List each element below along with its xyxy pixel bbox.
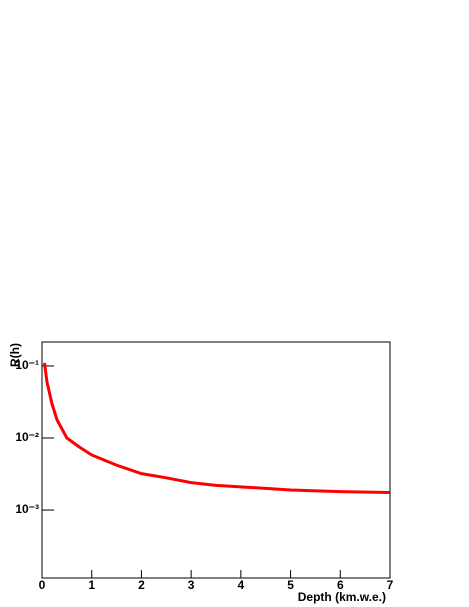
x-tick-label: 2 (138, 578, 145, 592)
x-tick-label: 3 (188, 578, 195, 592)
y-tick-label: 10⁻¹ (15, 358, 39, 372)
x-tick-label: 6 (337, 578, 344, 592)
y-tick-label: 10⁻³ (15, 502, 39, 516)
x-tick-label: 4 (238, 578, 245, 592)
x-axis-label: Depth (km.w.e.) (298, 590, 386, 604)
x-tick-label: 7 (387, 578, 394, 592)
x-tick-label: 5 (287, 578, 294, 592)
y-tick-label: 10⁻² (15, 430, 39, 444)
data-line (42, 362, 391, 495)
plot-frame (41, 341, 391, 579)
y-axis-label: R(h) (8, 343, 22, 367)
x-tick-label: 1 (88, 578, 95, 592)
x-tick-label: 0 (39, 578, 46, 592)
